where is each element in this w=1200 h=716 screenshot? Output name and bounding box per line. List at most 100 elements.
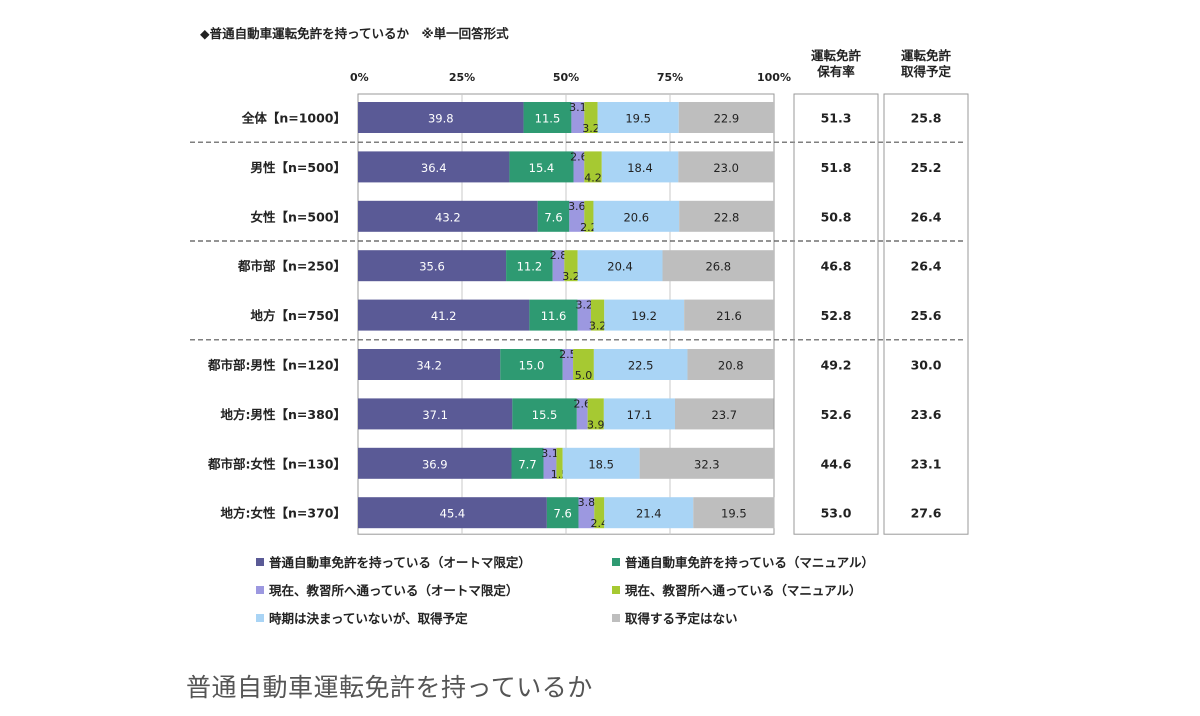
stacked-bar-chart: ◆普通自動車運転免許を持っているか ※単一回答形式 0% 25% 50% 75% 100%…	[190, 26, 969, 626]
data-label: 26.8	[705, 260, 731, 274]
data-label: 18.5	[588, 457, 614, 471]
category-label: 都市部:男性【n=120】	[207, 358, 346, 373]
bar-segment	[564, 250, 578, 282]
bar-segment	[358, 349, 501, 380]
bar-segment	[604, 497, 694, 529]
side-table-value: 25.8	[911, 111, 942, 126]
data-label: 35.6	[419, 260, 445, 274]
bar-segment	[603, 398, 675, 430]
side-table-value: 23.6	[911, 407, 942, 422]
data-label: 11.2	[517, 260, 543, 274]
bar-segment	[593, 200, 680, 232]
bar-segment	[593, 349, 688, 380]
side-table-value: 27.6	[911, 506, 942, 521]
bar-segment	[358, 250, 507, 282]
bar-segment	[537, 200, 570, 232]
data-label: 19.5	[721, 507, 747, 521]
data-label: 23.7	[711, 408, 737, 422]
category-label: 全体【n=1000】	[241, 111, 346, 126]
side-table-value: 23.1	[911, 456, 942, 471]
x-tick-label: 50%	[553, 71, 579, 84]
data-label: 43.2	[435, 210, 461, 224]
x-tick-label: 25%	[449, 71, 475, 84]
bar-segment	[358, 151, 510, 183]
data-label: 7.6	[554, 507, 572, 521]
side-table-value: 25.2	[911, 160, 942, 175]
data-label: 2.5	[559, 348, 577, 361]
side-table-value: 51.8	[821, 160, 852, 175]
bar-segment	[358, 398, 513, 430]
bar-segment	[529, 299, 578, 331]
side-table-value: 49.2	[821, 358, 852, 373]
legend-label: 取得する予定はない	[625, 611, 738, 626]
bar-segment	[584, 200, 594, 232]
data-label: 19.2	[631, 309, 657, 323]
bar-segment	[523, 102, 572, 133]
bar-segment	[597, 102, 679, 133]
category-label: 地方:女性【n=370】	[221, 506, 346, 521]
data-label: 21.4	[636, 507, 662, 521]
bar-segment	[571, 102, 585, 133]
data-label: 37.1	[422, 408, 448, 422]
bar-segment	[601, 151, 679, 183]
bar-segment	[674, 398, 774, 430]
data-label: 3.6	[568, 200, 586, 213]
side-table-header: 取得予定	[901, 64, 952, 79]
legend-label: 時期は決まっていないが、取得予定	[269, 611, 468, 626]
data-label: 3.1	[569, 101, 587, 114]
bar-segment	[678, 102, 774, 133]
data-label: 3.1	[541, 447, 559, 460]
data-label: 36.9	[422, 457, 448, 471]
category-label: 地方【n=750】	[251, 308, 346, 323]
legend-label: 現在、教習所へ通っている（マニュアル）	[625, 583, 862, 598]
side-table-value: 44.6	[821, 456, 852, 471]
category-label: 男性【n=500】	[251, 160, 346, 175]
category-label: 都市部:女性【n=130】	[207, 456, 346, 471]
legend-swatch	[256, 558, 264, 566]
bar-segment	[577, 250, 663, 282]
data-label: 23.0	[713, 161, 739, 175]
data-label: 3.2	[582, 122, 600, 135]
data-label: 3.8	[578, 496, 596, 509]
side-table-header: 運転免許	[811, 48, 862, 63]
data-label: 39.8	[428, 112, 454, 126]
data-label: 36.4	[421, 161, 447, 175]
bar-segment	[569, 200, 585, 232]
data-label: 19.5	[625, 112, 651, 126]
legend-label: 普通自動車免許を持っている（オートマ限定）	[269, 555, 531, 570]
bar-segment	[587, 398, 604, 430]
data-label: 22.9	[714, 112, 740, 126]
bar-segment	[512, 398, 577, 430]
data-label: 11.6	[541, 309, 567, 323]
bar-segment	[584, 151, 602, 183]
chart-panel: ◆普通自動車運転免許を持っているか ※単一回答形式 0% 25% 50% 75% 100%…	[186, 18, 986, 648]
bar-segment	[584, 102, 598, 133]
data-label: 17.1	[627, 408, 653, 422]
bar-segment	[578, 497, 595, 529]
data-label: 18.4	[627, 161, 653, 175]
chart-title: ◆普通自動車運転免許を持っているか ※単一回答形式	[200, 26, 509, 41]
category-label: 都市部【n=250】	[237, 259, 346, 274]
side-table-value: 26.4	[911, 209, 942, 224]
bar-segment	[573, 349, 594, 380]
data-label: 2.8	[550, 249, 568, 262]
bar-segment	[693, 497, 775, 529]
data-label: 3.2	[562, 270, 580, 283]
bar-segment	[556, 447, 563, 479]
x-tick-label: 75%	[657, 71, 683, 84]
bar-segment	[500, 349, 563, 380]
data-label: 2.4	[591, 517, 609, 530]
legend-swatch	[612, 586, 620, 594]
legend-swatch	[256, 614, 264, 622]
data-label: 11.5	[535, 112, 561, 126]
bar-segment	[639, 447, 774, 479]
data-label: 7.7	[518, 457, 536, 471]
data-label: 34.2	[416, 359, 442, 373]
data-label: 22.8	[714, 210, 740, 224]
data-label: 21.6	[716, 309, 742, 323]
side-table-column	[883, 93, 969, 535]
side-table-value: 53.0	[821, 506, 852, 521]
bar-segment	[577, 299, 591, 331]
data-label: 3.9	[587, 418, 605, 431]
bar-segment	[358, 200, 538, 232]
